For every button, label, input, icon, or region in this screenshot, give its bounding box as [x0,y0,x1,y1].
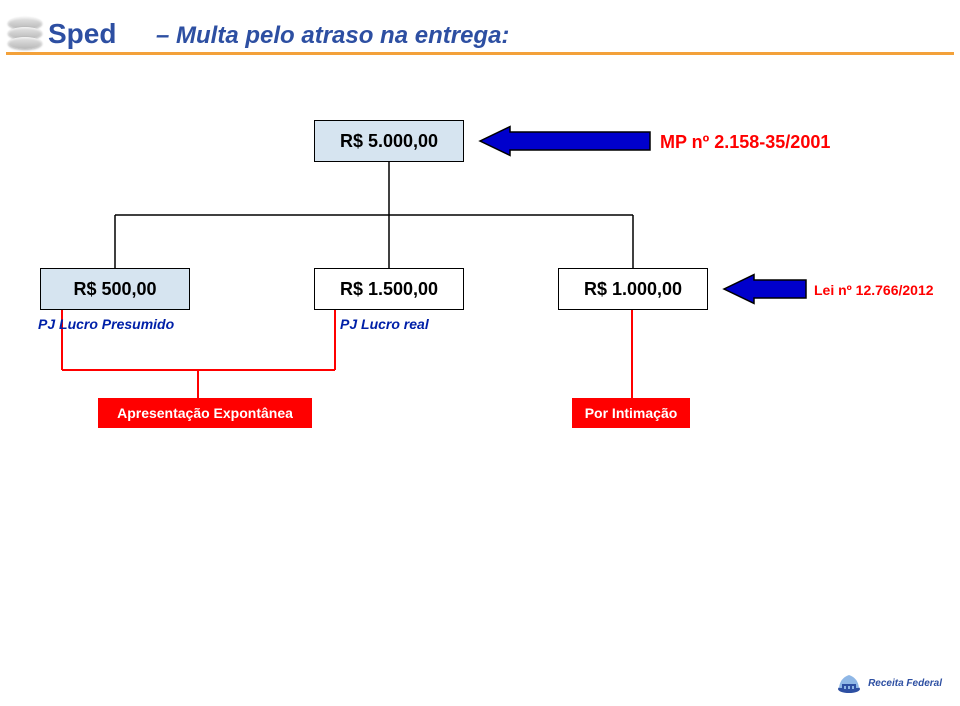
receita-icon [836,672,862,694]
logo-discs-icon [8,17,42,51]
page-title: – Multa pelo atraso na entrega: [156,22,509,50]
box-intimacao: Por Intimação [572,398,690,428]
box-1000: R$ 1.000,00 [558,268,708,310]
law-lei: Lei nº 12.766/2012 [814,282,934,298]
footer-logo: Receita Federal [836,672,942,694]
box-1500: R$ 1.500,00 [314,268,464,310]
header-rule [6,52,954,55]
box-500: R$ 500,00 [40,268,190,310]
slide: Sped – Multa pelo atraso na entrega: R$ … [0,0,960,706]
footer-text: Receita Federal [868,678,942,689]
logo-text: Sped [48,18,116,50]
diagram-svg [0,0,960,706]
caption-presumido: PJ Lucro Presumido [38,316,174,332]
law-mp: MP nº 2.158-35/2001 [660,132,830,153]
box-total-multa: R$ 5.000,00 [314,120,464,162]
caption-real: PJ Lucro real [340,316,429,332]
box-apresentacao: Apresentação Expontânea [98,398,312,428]
logo: Sped [8,14,128,54]
